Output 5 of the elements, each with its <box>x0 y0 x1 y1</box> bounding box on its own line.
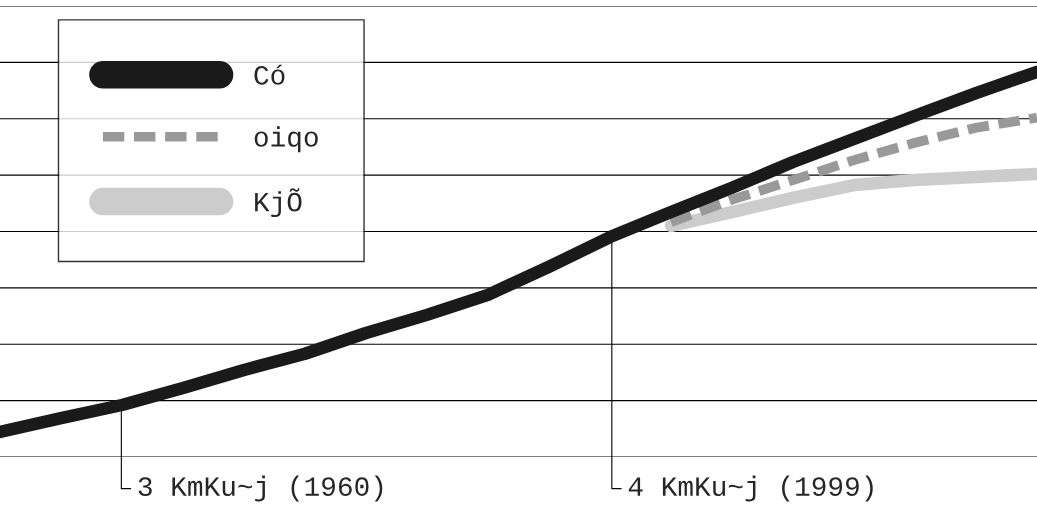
text: 3 KmKu~j (1960) <box>138 475 383 502</box>
legend-label: Có <box>254 64 285 85</box>
legend-label: KjÕ <box>255 188 302 218</box>
legend-label: oiqo <box>254 126 318 153</box>
text: 4 KmKu~j (1999) <box>628 475 873 502</box>
